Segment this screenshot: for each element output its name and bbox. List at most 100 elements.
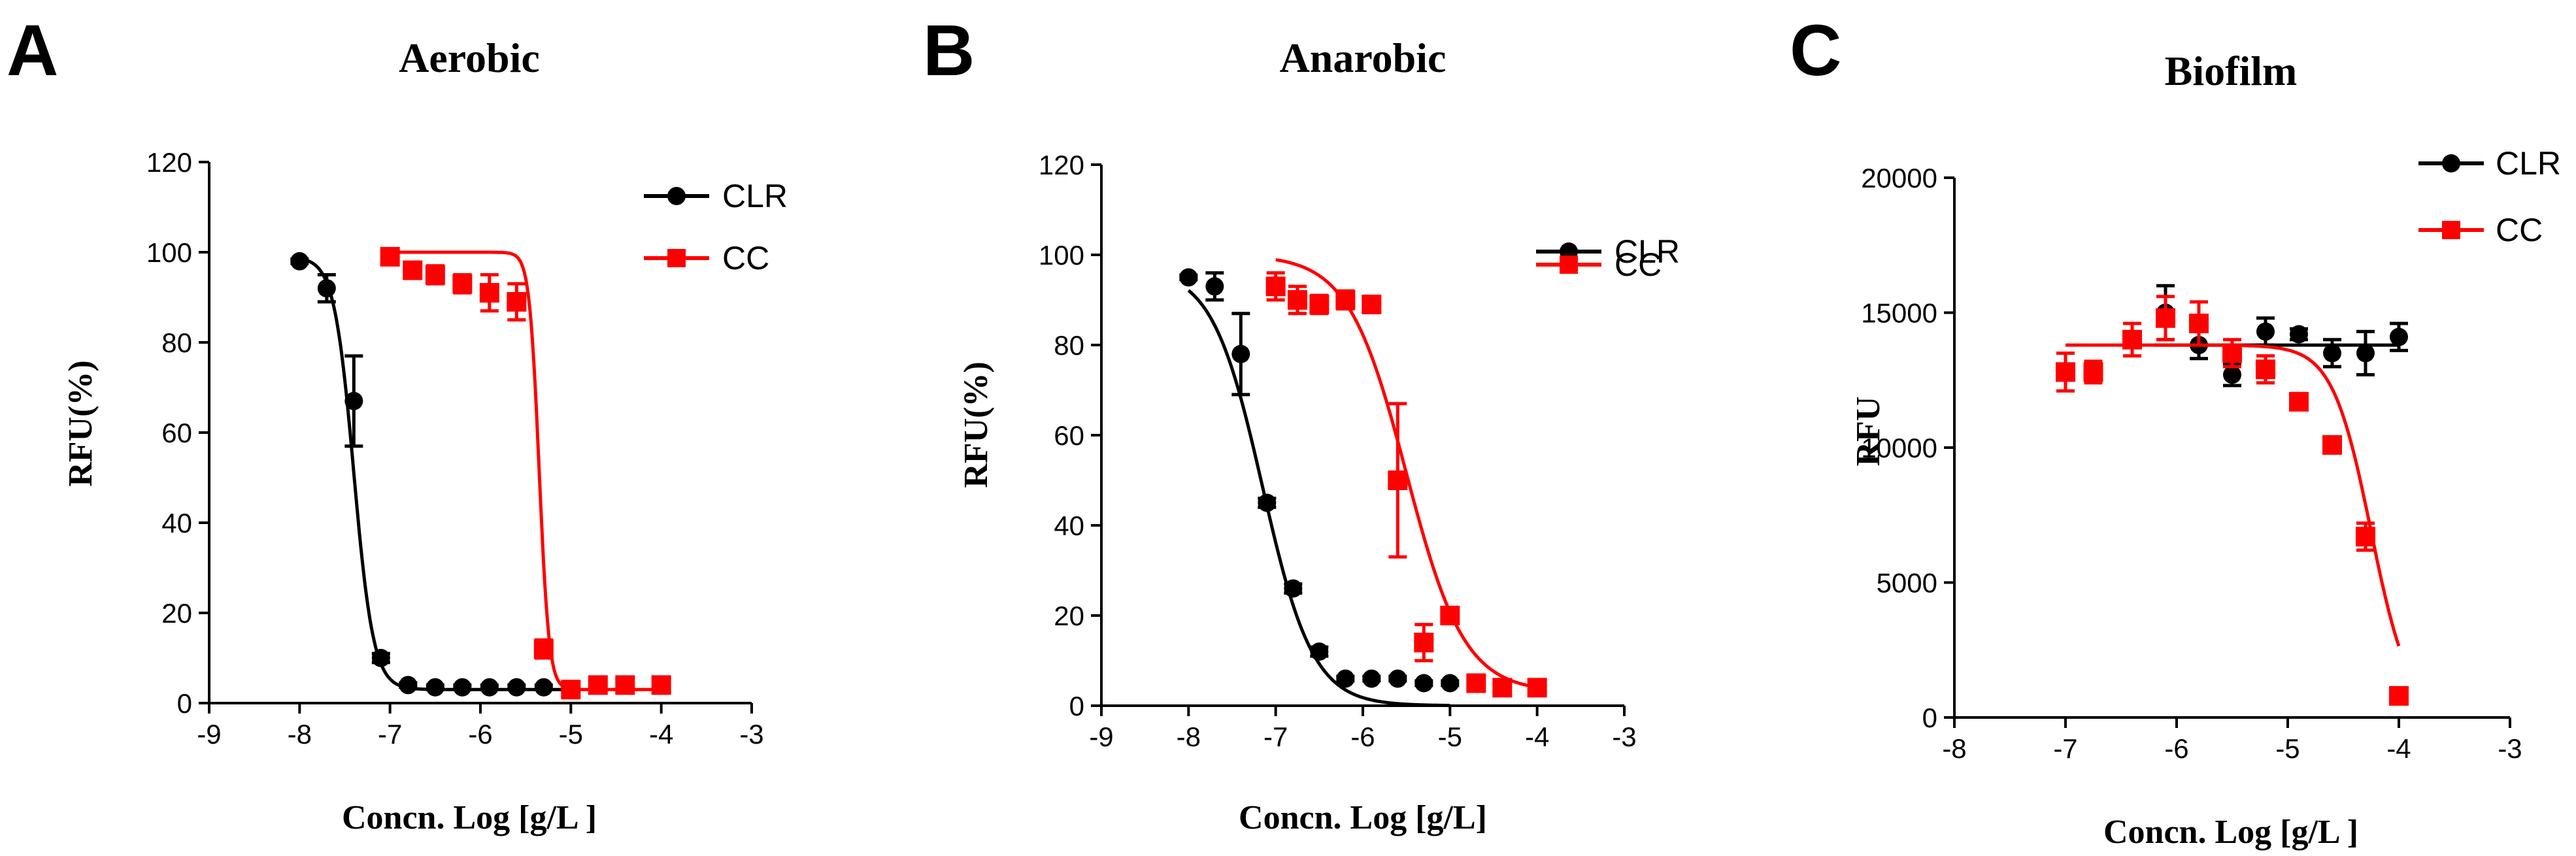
data-point-cc bbox=[2189, 314, 2209, 334]
x-tick-label: -5 bbox=[559, 719, 583, 749]
fit-curve-cc bbox=[2066, 343, 2401, 647]
y-tick-label: 60 bbox=[161, 418, 192, 448]
y-tick-label: 20 bbox=[1054, 601, 1084, 631]
data-point-cc bbox=[1414, 633, 1434, 653]
chart-title: Biofilm bbox=[2165, 48, 2298, 94]
y-tick-label: 100 bbox=[146, 237, 192, 268]
data-point-cc bbox=[1335, 290, 1356, 310]
data-point-clr bbox=[1388, 669, 1407, 688]
legend-marker bbox=[1560, 255, 1578, 274]
data-point-cc bbox=[507, 291, 527, 312]
x-tick-label: -8 bbox=[1942, 733, 1966, 764]
x-tick-label: -4 bbox=[2386, 733, 2411, 764]
legend-item-cc: CC bbox=[2418, 212, 2543, 248]
y-tick-label: 60 bbox=[1054, 420, 1084, 451]
y-tick-label: 0 bbox=[1922, 702, 1937, 733]
x-tick-label: -3 bbox=[2498, 733, 2522, 764]
data-point-clr bbox=[399, 676, 418, 695]
y-tick-label: 80 bbox=[161, 327, 192, 358]
data-point-cc bbox=[1362, 294, 1382, 314]
data-point-cc bbox=[1265, 276, 1286, 297]
data-point-cc bbox=[425, 265, 445, 285]
y-axis-label: RFU(%) bbox=[958, 361, 995, 488]
data-point-cc bbox=[1492, 678, 1513, 698]
legend-label-clr: CLR bbox=[1614, 233, 1680, 270]
data-point-clr bbox=[1205, 277, 1224, 296]
panel-label: C bbox=[1790, 10, 1841, 91]
data-point-clr bbox=[317, 279, 336, 298]
data-point-cc bbox=[1309, 294, 1330, 314]
y-tick-label: 20000 bbox=[1861, 163, 1937, 193]
x-tick-label: -8 bbox=[1177, 721, 1201, 752]
data-point-clr bbox=[371, 649, 390, 667]
data-point-clr bbox=[1441, 674, 1460, 693]
x-tick-label: -6 bbox=[1350, 721, 1375, 752]
legend-label-cc: CC bbox=[1614, 246, 1662, 283]
legend-label-clr: CLR bbox=[2496, 145, 2561, 182]
x-tick-label: -8 bbox=[288, 719, 312, 749]
data-point-cc bbox=[1388, 470, 1408, 490]
x-tick-label: -4 bbox=[1525, 721, 1549, 752]
legend: CLR CC bbox=[2418, 145, 2561, 248]
legend-item-clr: CLR bbox=[2418, 145, 2561, 182]
data-point-clr bbox=[1284, 579, 1303, 598]
panel-a: A Aerobic RFU(%) Concn. Log [g/L ] 0 20 40… bbox=[7, 10, 788, 836]
data-point-cc bbox=[452, 274, 473, 294]
y-tick-label: 40 bbox=[161, 508, 192, 538]
x-tick-label: -5 bbox=[2275, 733, 2300, 764]
data-point-clr bbox=[1179, 268, 1198, 287]
data-point-cc bbox=[2056, 362, 2075, 382]
data-point-clr bbox=[453, 678, 472, 697]
x-tick-label: -6 bbox=[2164, 733, 2188, 764]
data-point-clr bbox=[1362, 669, 1381, 688]
x-tick-label: -9 bbox=[1089, 721, 1113, 752]
x-tick-label: -5 bbox=[1438, 721, 1462, 752]
data-point-cc bbox=[1288, 290, 1307, 310]
data-point-cc bbox=[615, 675, 635, 695]
legend-item-cc: CC bbox=[644, 240, 769, 276]
data-point-cc bbox=[1440, 606, 1460, 625]
y-tick-label: 5000 bbox=[1877, 568, 1937, 599]
x-axis-label: Concn. Log [g/L ] bbox=[2103, 814, 2358, 851]
data-point-cc bbox=[651, 675, 671, 695]
y-tick-label: 100 bbox=[1039, 240, 1084, 271]
legend: CLR CC bbox=[644, 178, 788, 276]
legend-label-clr: CLR bbox=[722, 178, 788, 214]
data-point-cc bbox=[2322, 435, 2342, 455]
plot-area: 0 5000 10000 15000 20000 -8 -7 -6 -5 -4 -3 bbox=[1861, 163, 2522, 764]
data-point-clr bbox=[1231, 344, 1250, 363]
plot-area: 0 20 40 60 80 100 120 -9 -8 -7 -6 -5 -4 -3 bbox=[146, 147, 764, 749]
data-point-clr bbox=[2323, 344, 2341, 363]
legend-marker bbox=[2442, 154, 2460, 173]
data-point-clr bbox=[507, 678, 526, 697]
y-tick-label: 10000 bbox=[1861, 433, 1937, 463]
data-point-cc bbox=[2356, 527, 2375, 547]
legend-item-cc: CC bbox=[1536, 246, 1662, 283]
x-tick-label: -9 bbox=[197, 719, 221, 749]
data-point-cc bbox=[1466, 673, 1486, 693]
panel-label: A bbox=[7, 10, 58, 91]
data-point-cc bbox=[2389, 685, 2409, 706]
y-tick-label: 120 bbox=[1039, 150, 1084, 180]
legend-marker bbox=[667, 249, 686, 267]
data-point-cc bbox=[561, 680, 581, 700]
y-tick-label: 40 bbox=[1054, 510, 1084, 541]
x-tick-label: -7 bbox=[1263, 721, 1288, 752]
y-tick-label: 120 bbox=[146, 147, 192, 178]
data-point-clr bbox=[426, 678, 444, 697]
x-tick-label: -3 bbox=[1612, 721, 1636, 752]
legend-item-clr: CLR bbox=[644, 178, 788, 214]
data-point-cc bbox=[533, 639, 554, 659]
data-point-cc bbox=[588, 675, 608, 695]
data-point-clr bbox=[1414, 674, 1433, 693]
legend-label-cc: CC bbox=[722, 240, 769, 276]
x-tick-label: -6 bbox=[468, 719, 492, 749]
legend-marker bbox=[2442, 221, 2460, 239]
legend-label-cc: CC bbox=[2496, 212, 2543, 248]
x-axis-label: Concn. Log [g/L] bbox=[1239, 799, 1487, 836]
y-axis-label: RFU(%) bbox=[62, 360, 99, 487]
data-point-clr bbox=[1336, 669, 1355, 688]
data-point-clr bbox=[1258, 493, 1277, 512]
x-tick-label: -7 bbox=[378, 719, 402, 749]
